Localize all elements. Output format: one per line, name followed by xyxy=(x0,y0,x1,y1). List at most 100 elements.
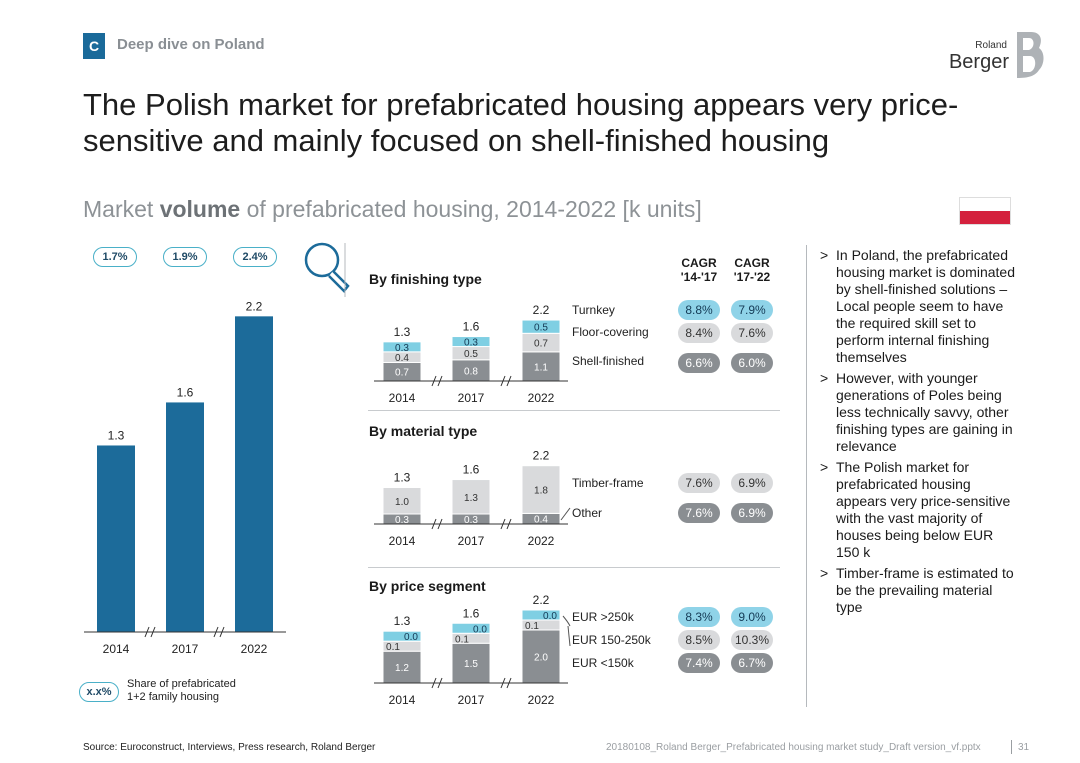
cagr-shell-17-22: 6.0% xyxy=(731,353,773,373)
leader-line xyxy=(560,507,571,521)
cagr-250plus-17-22: 9.0% xyxy=(731,607,773,627)
footer-filename: 20180108_Roland Berger_Prefabricated hou… xyxy=(606,742,981,753)
logo-berger-text: Berger xyxy=(948,51,1009,73)
stack-total-label: 1.6 xyxy=(463,320,480,334)
stack-total-label: 2.2 xyxy=(533,303,550,317)
axis-break xyxy=(500,518,506,530)
x-tick-label: 2014 xyxy=(389,693,416,707)
stack-segment xyxy=(521,629,561,684)
bullet-item: > However, with younger generations of Po… xyxy=(820,370,1020,455)
total-value-label: 2.2 xyxy=(246,299,263,313)
cagr-h2-l1: CAGR xyxy=(734,256,770,270)
cagr-turnkey-17-22: 7.9% xyxy=(731,300,773,320)
axis-break xyxy=(506,677,512,689)
series-label-other: Other xyxy=(572,506,603,520)
bullet-text: The Polish market for prefabricated hous… xyxy=(836,459,1011,560)
share-pill-2014: 1.7% xyxy=(93,247,137,267)
segment-value-label: 0.7 xyxy=(534,339,548,350)
heading-price-segment: By price segment xyxy=(369,578,486,594)
segment-value-label: 1.3 xyxy=(464,493,478,504)
stack-segment xyxy=(521,351,561,382)
axis-break xyxy=(500,375,506,387)
x-tick-label: 2017 xyxy=(172,642,199,656)
stack-segment xyxy=(521,319,561,334)
stack-segment xyxy=(382,630,422,642)
segment-value-label: 0.1 xyxy=(455,634,469,645)
logo-b-icon xyxy=(1017,32,1044,78)
logo-roland-text: Roland xyxy=(975,40,1007,51)
segment-value-label: 0.8 xyxy=(464,366,478,377)
bullet-marker: > xyxy=(820,565,829,581)
bullet-item: > In Poland, the prefabricated housing ma… xyxy=(820,247,1020,366)
total-bar-2017 xyxy=(166,402,204,632)
stack-segment xyxy=(521,609,561,621)
series-label-eur-150-250k: EUR 150-250k xyxy=(572,633,651,647)
axis-break xyxy=(437,677,443,689)
cagr-150-250-17-22: 10.3% xyxy=(731,630,773,650)
cagr-other-14-17: 7.6% xyxy=(678,503,720,523)
axis-break xyxy=(437,375,443,387)
stack-segment xyxy=(382,341,422,353)
x-tick-label: 2017 xyxy=(458,693,485,707)
subtitle-bold: volume xyxy=(159,196,241,222)
subtitle-pre: Market xyxy=(83,196,160,222)
cagr-250plus-14-17: 8.3% xyxy=(678,607,720,627)
section-title: Deep dive on Poland xyxy=(117,36,265,53)
axis-break xyxy=(219,626,225,638)
stack-segment xyxy=(382,487,422,515)
segment-value-label: 0.3 xyxy=(464,515,478,526)
series-label-shell-finished: Shell-finished xyxy=(572,354,645,368)
total-value-label: 1.6 xyxy=(177,385,194,399)
x-tick-label: 2014 xyxy=(389,391,416,405)
stack-total-label: 1.3 xyxy=(394,471,411,485)
cagr-h1-l2: '14-'17 xyxy=(680,270,718,284)
segment-value-label: 2.0 xyxy=(534,653,548,664)
legend-pill: x.x% xyxy=(79,682,119,702)
x-tick-label: 2014 xyxy=(389,534,416,548)
bullet-item: > The Polish market for prefabricated hou… xyxy=(820,459,1020,561)
vertical-divider xyxy=(806,245,807,707)
page-title: The Polish market for prefabricated hous… xyxy=(83,87,959,158)
cagr-h1-l1: CAGR xyxy=(681,256,717,270)
bullet-marker: > xyxy=(820,459,829,475)
axis-break xyxy=(506,375,512,387)
cagr-header-17-22: CAGR '17-'22 xyxy=(729,256,775,284)
segment-value-label: 1.2 xyxy=(395,663,409,674)
series-label-eur-150k-minus: EUR <150k xyxy=(572,656,634,670)
axis-break xyxy=(213,626,219,638)
poland-flag xyxy=(959,197,1011,225)
segment-value-label: 0.0 xyxy=(404,632,418,643)
segment-value-label: 0.3 xyxy=(395,515,409,526)
bullet-marker: > xyxy=(820,247,829,263)
stack-total-label: 2.2 xyxy=(533,449,550,463)
bullet-marker: > xyxy=(820,370,829,386)
segment-value-label: 1.0 xyxy=(395,497,409,508)
stack-total-label: 1.3 xyxy=(394,614,411,628)
stack-total-label: 1.3 xyxy=(394,325,411,339)
axis-break xyxy=(431,677,437,689)
share-pill-2022: 2.4% xyxy=(233,247,277,267)
series-label-floor-covering: Floor-covering xyxy=(572,325,649,339)
segment-value-label: 0.5 xyxy=(464,349,478,360)
axis-break xyxy=(144,626,150,638)
share-pill-2017: 1.9% xyxy=(163,247,207,267)
segment-value-label: 0.1 xyxy=(386,642,400,653)
cagr-150minus-17-22: 6.7% xyxy=(731,653,773,673)
x-tick-label: 2022 xyxy=(528,693,555,707)
segment-value-label: 1.8 xyxy=(534,486,548,497)
section-badge: C xyxy=(83,33,105,59)
leader-line xyxy=(567,625,571,647)
stack-segment xyxy=(451,479,491,515)
segment-value-label: 0.4 xyxy=(395,353,409,364)
cagr-header-14-17: CAGR '14-'17 xyxy=(676,256,722,284)
segment-value-label: 1.5 xyxy=(464,659,478,670)
page-number: 31 xyxy=(1018,742,1030,753)
axis-break xyxy=(431,518,437,530)
cagr-other-17-22: 6.9% xyxy=(731,503,773,523)
x-tick-label: 2014 xyxy=(103,642,130,656)
total-bar-2022 xyxy=(235,316,273,632)
footer-separator xyxy=(1011,740,1012,754)
cagr-floor-17-22: 7.6% xyxy=(731,323,773,343)
cagr-timber-14-17: 7.6% xyxy=(678,473,720,493)
segment-value-label: 1.1 xyxy=(534,362,548,373)
